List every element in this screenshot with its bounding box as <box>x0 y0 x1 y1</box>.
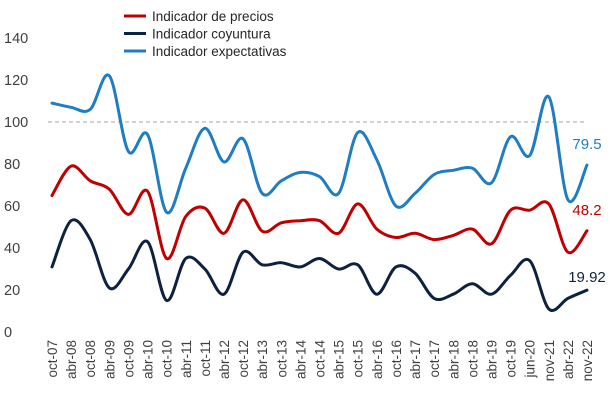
y-tick-label: 40 <box>4 241 20 257</box>
legend: Indicador de precios Indicador coyuntura I… <box>124 9 287 59</box>
end-labels: 48.2 19.92 79.5 <box>568 136 606 286</box>
y-tick-label: 60 <box>4 199 20 215</box>
x-tick-label: oct-15 <box>351 340 366 378</box>
x-tick-label: abr-15 <box>332 340 347 379</box>
x-tick-label: abr-13 <box>255 340 270 379</box>
x-tick-label: abr-17 <box>408 340 423 379</box>
x-tick-label: oct-19 <box>504 340 519 378</box>
y-tick-label: 100 <box>4 115 28 131</box>
end-label-3: 79.5 <box>572 136 601 153</box>
x-tick-label: abr-14 <box>293 340 308 380</box>
x-tick-label: abr-12 <box>217 340 232 379</box>
x-tick-label: oct-10 <box>160 340 175 378</box>
x-tick-label: oct-17 <box>427 340 442 378</box>
series-lines <box>50 73 589 312</box>
x-tick-label: oct-13 <box>274 340 289 378</box>
end-label-2: 19.92 <box>568 269 606 286</box>
y-tick-label: 120 <box>4 73 28 89</box>
series-line-3 <box>50 73 589 215</box>
series-line-1 <box>50 164 589 261</box>
series-line-2 <box>50 218 589 312</box>
x-tick-label: abr-18 <box>446 340 461 379</box>
x-tick-label: jun-20 <box>523 340 538 379</box>
legend-label-1: Indicador de precios <box>152 9 274 24</box>
x-tick-label: oct-16 <box>389 340 404 378</box>
x-tick-label: oct-09 <box>121 340 136 378</box>
x-tick-label: oct-08 <box>83 340 98 378</box>
end-label-1: 48.2 <box>572 202 601 219</box>
legend-label-2: Indicador coyuntura <box>152 27 271 42</box>
y-tick-label: 0 <box>4 325 12 341</box>
y-tick-label: 80 <box>4 157 20 173</box>
x-tick-label: oct-12 <box>236 340 251 378</box>
x-tick-label: abr-16 <box>370 340 385 379</box>
y-axis: 0 20 40 60 80 100 120 140 <box>4 31 28 341</box>
x-tick-label: abr-09 <box>102 340 117 379</box>
y-tick-label: 140 <box>4 31 28 47</box>
x-tick-label: abr-22 <box>561 340 576 379</box>
x-tick-label: oct-07 <box>45 340 60 378</box>
x-axis: oct-07 abr-08 oct-08 abr-09 oct-09 abr-10 oct-… <box>45 340 595 382</box>
x-tick-label: abr-10 <box>141 340 156 379</box>
legend-label-3: Indicador expectativas <box>152 44 287 59</box>
x-tick-label: abr-19 <box>484 340 499 379</box>
x-tick-label: oct-18 <box>465 340 480 378</box>
y-tick-label: 20 <box>4 283 20 299</box>
x-tick-label: oct-14 <box>313 340 328 378</box>
x-tick-label: abr-11 <box>179 340 194 378</box>
x-tick-label: oct-11 <box>198 340 213 377</box>
x-tick-label: nov-21 <box>542 340 557 381</box>
x-tick-label: nov-22 <box>580 340 595 381</box>
x-tick-label: abr-08 <box>64 340 79 379</box>
